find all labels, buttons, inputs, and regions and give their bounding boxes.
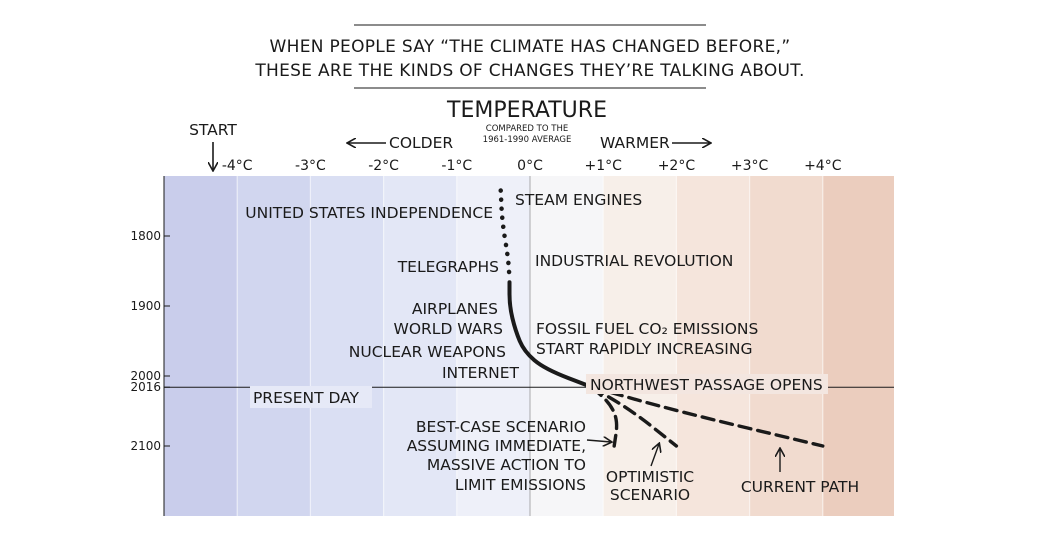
axis-title: TEMPERATURE <box>446 98 607 123</box>
x-tick-label: +1°C <box>584 158 622 174</box>
colder-label: COLDER <box>389 134 453 152</box>
x-tick-labels: -4°C -3°C -2°C -1°C 0°C +1°C +2°C +3°C +4°C <box>222 158 842 174</box>
series-line-dashed <box>590 385 619 448</box>
temperature-band <box>676 176 750 516</box>
warmer-label: WARMER <box>600 134 670 152</box>
start-label: START <box>189 121 237 139</box>
y-tick-label: 1900 <box>130 299 161 313</box>
annotation-best-case-4: LIMIT EMISSIONS <box>455 476 586 494</box>
annotation-rapidly-increasing: START RAPIDLY INCREASING <box>536 340 753 358</box>
axis-subtitle-line-1: COMPARED TO THE <box>486 124 568 134</box>
annotation-internet: INTERNET <box>442 364 520 382</box>
y-tick-label: 2016 <box>130 380 161 394</box>
annotations: UNITED STATES INDEPENDENCE STEAM ENGINES… <box>245 191 859 504</box>
annotation-best-case-2: ASSUMING IMMEDIATE, <box>407 437 586 455</box>
annotation-fossil-fuel: FOSSIL FUEL CO₂ EMISSIONS <box>536 320 758 338</box>
header-line-2: THESE ARE THE KINDS OF CHANGES THEY’RE T… <box>254 61 804 81</box>
temperature-band <box>164 176 238 516</box>
present-day-label-bg <box>250 386 372 408</box>
annotation-steam-engines: STEAM ENGINES <box>515 191 642 209</box>
annotation-industrial-revolution: INDUSTRIAL REVOLUTION <box>535 252 733 270</box>
annotation-telegraphs: TELEGRAPHS <box>397 258 499 276</box>
x-tick-label: +4°C <box>804 158 842 174</box>
x-tick-label: -2°C <box>368 158 399 174</box>
series-line-dotted <box>498 188 512 281</box>
x-tick-label: +3°C <box>731 158 769 174</box>
y-tick-label: 1800 <box>130 229 161 243</box>
annotation-current-path: CURRENT PATH <box>741 478 859 496</box>
x-tick-label: -4°C <box>222 158 253 174</box>
y-tick-label: 2000 <box>130 369 161 383</box>
x-tick-label: 0°C <box>517 158 543 174</box>
temperature-band <box>383 176 457 516</box>
series-line-dashed <box>590 385 825 448</box>
header-line-1: WHEN PEOPLE SAY “THE CLIMATE HAS CHANGED… <box>270 37 791 57</box>
temperature-band <box>237 176 311 516</box>
annotation-optimistic-2: SCENARIO <box>610 486 690 504</box>
temperature-bands <box>163 176 894 516</box>
temperature-series <box>498 188 825 448</box>
x-tick-label: -3°C <box>295 158 326 174</box>
temperature-band <box>749 176 823 516</box>
annotation-best-case-1: BEST-CASE SCENARIO <box>416 418 586 436</box>
temperature-band <box>822 176 894 516</box>
annotation-northwest-passage: NORTHWEST PASSAGE OPENS <box>590 376 823 394</box>
best-case-arrow <box>586 440 611 442</box>
annotation-arrows <box>586 440 780 472</box>
annotation-best-case-3: MASSIVE ACTION TO <box>427 456 586 474</box>
present-day-label: PRESENT DAY <box>253 389 360 407</box>
annotation-optimistic-1: OPTIMISTIC <box>606 468 694 486</box>
x-tick-label: -1°C <box>441 158 472 174</box>
y-tick-label: 2100 <box>130 439 161 453</box>
annotation-us-independence: UNITED STATES INDEPENDENCE <box>245 204 493 222</box>
series-line-dashed <box>590 385 679 448</box>
annotation-nuclear-weapons: NUCLEAR WEAPONS <box>349 343 506 361</box>
x-tick-label: +2°C <box>658 158 696 174</box>
series-line-solid <box>507 280 595 390</box>
temperature-band <box>456 176 530 516</box>
temperature-band <box>310 176 384 516</box>
annotation-airplanes: AIRPLANES <box>412 300 498 318</box>
northwest-passage-label-bg <box>586 374 828 394</box>
temperature-band <box>603 176 677 516</box>
temperature-band <box>530 176 604 516</box>
axis-subtitle-line-2: 1961-1990 AVERAGE <box>483 135 572 145</box>
annotation-world-wars: WORLD WARS <box>394 320 503 338</box>
optimistic-arrow <box>650 444 659 467</box>
